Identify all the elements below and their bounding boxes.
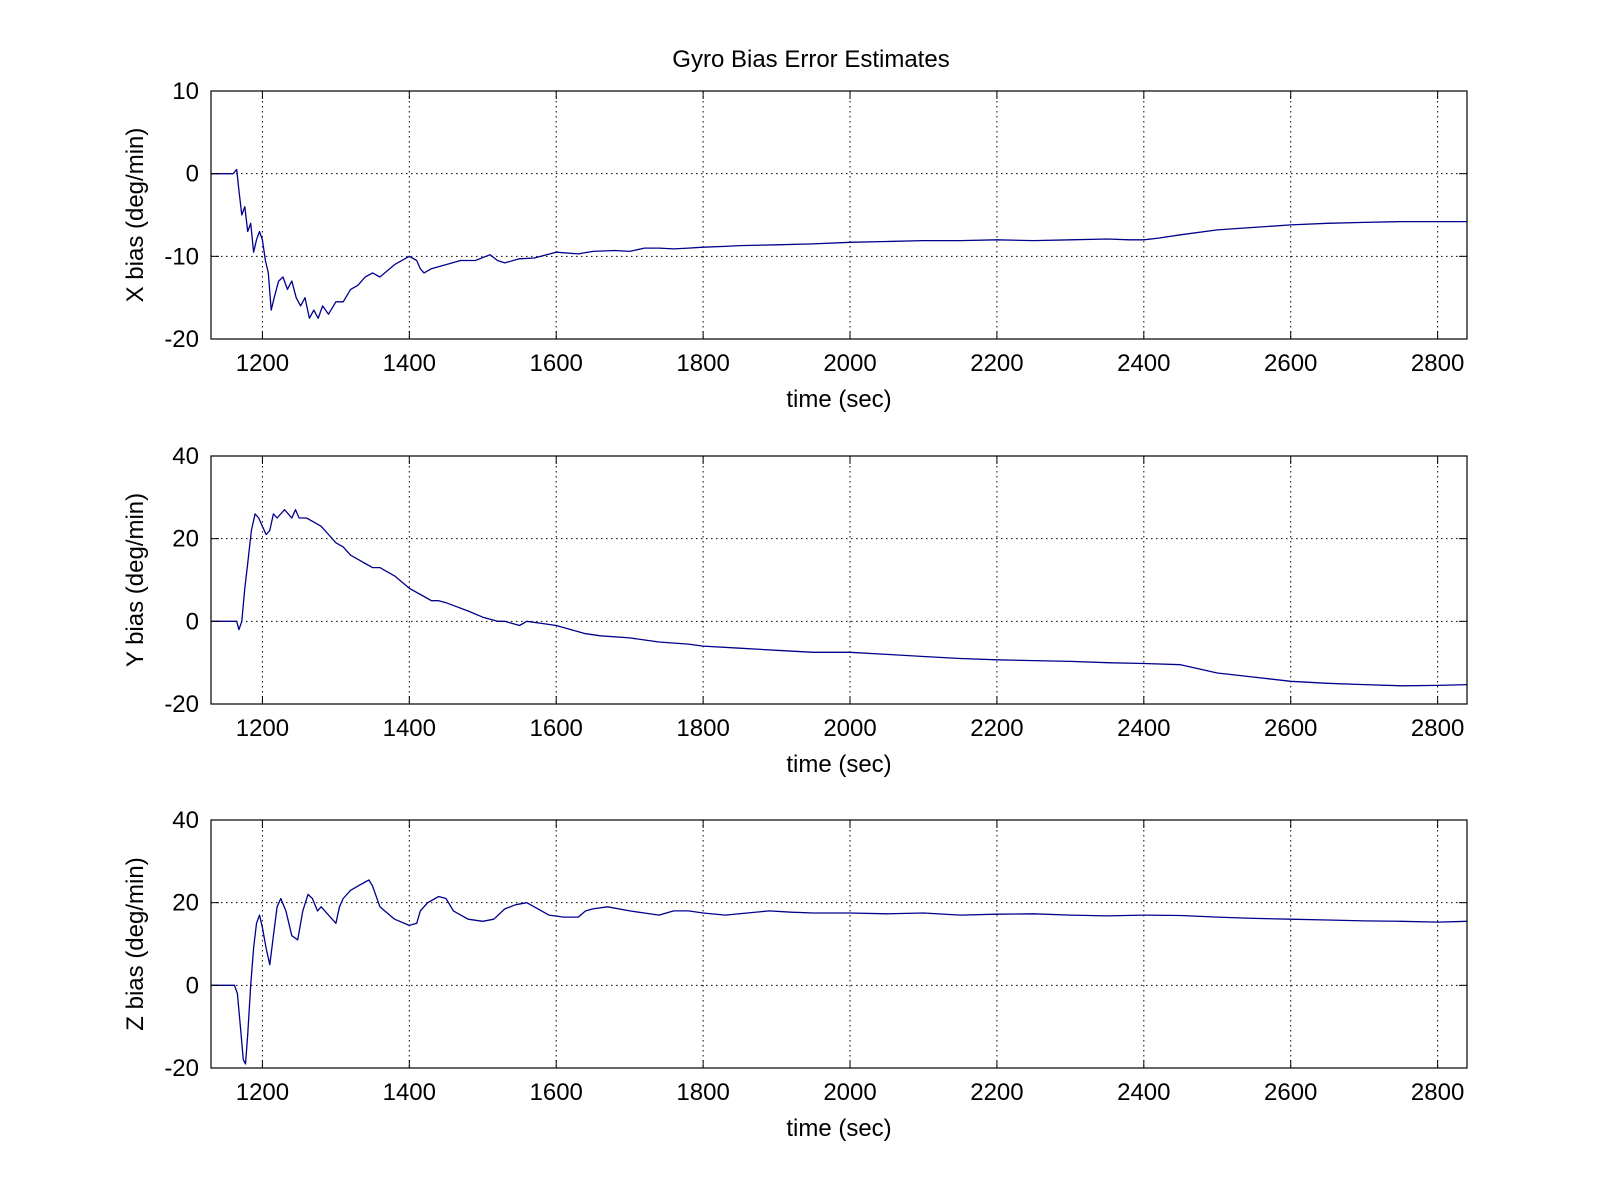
x-bias-series-line bbox=[211, 168, 1467, 319]
z-bias-y-axis-label: Z bias (deg/min) bbox=[122, 857, 149, 1030]
y-bias-y-tick-label: 0 bbox=[186, 608, 199, 635]
z-bias-x-tick-label: 1400 bbox=[383, 1079, 436, 1106]
y-bias-x-tick-label: 1600 bbox=[530, 715, 583, 742]
x-bias-x-tick-label: 2600 bbox=[1264, 350, 1317, 377]
y-bias-x-tick-label: 2600 bbox=[1264, 715, 1317, 742]
y-bias-x-tick-label: 1800 bbox=[676, 715, 729, 742]
z-bias-panel: 1200 1400 1600 1800 2000 2200 2400 2600 2800 -20 0… bbox=[122, 807, 1468, 1142]
x-bias-plot-area bbox=[211, 91, 1467, 339]
y-bias-y-tick-label: 40 bbox=[172, 443, 199, 470]
figure-title: Gyro Bias Error Estimates bbox=[672, 46, 949, 73]
z-bias-y-tick-label: 20 bbox=[172, 890, 199, 917]
z-bias-x-axis-label: time (sec) bbox=[786, 1115, 891, 1142]
z-bias-x-tick-label: 1600 bbox=[530, 1079, 583, 1106]
x-bias-x-tick-label: 1800 bbox=[676, 350, 729, 377]
x-bias-y-tick-label: 0 bbox=[186, 161, 199, 188]
z-bias-series-line bbox=[211, 879, 1468, 1065]
z-bias-axes-frame bbox=[210, 819, 1468, 1069]
x-bias-x-tick-label: 1400 bbox=[383, 350, 436, 377]
z-bias-x-tick-label: 2600 bbox=[1264, 1079, 1317, 1106]
y-bias-y-axis-label: Y bias (deg/min) bbox=[122, 493, 149, 667]
y-bias-x-tick-label: 1400 bbox=[383, 715, 436, 742]
x-bias-y-tick-label: -20 bbox=[164, 326, 199, 353]
y-bias-x-tick-label: 2800 bbox=[1411, 715, 1464, 742]
x-bias-x-tick-label: 2400 bbox=[1117, 350, 1170, 377]
x-bias-x-tick-label: 2200 bbox=[970, 350, 1023, 377]
y-bias-panel: 1200 1400 1600 1800 2000 2200 2400 2600 2800 -20 0… bbox=[122, 443, 1468, 778]
x-bias-y-tick-label: -10 bbox=[164, 243, 199, 270]
y-bias-y-tick-label: 20 bbox=[172, 526, 199, 553]
z-bias-x-tick-label: 1800 bbox=[676, 1079, 729, 1106]
x-bias-panel: 1200 1400 1600 1800 2000 2200 2400 2600 2800 -20 -… bbox=[122, 78, 1468, 413]
x-bias-x-tick-label: 2800 bbox=[1411, 350, 1464, 377]
x-bias-x-tick-label: 1600 bbox=[530, 350, 583, 377]
z-bias-x-tick-label: 2400 bbox=[1117, 1079, 1170, 1106]
y-bias-plot-area bbox=[211, 456, 1467, 704]
x-bias-y-tick-label: 10 bbox=[172, 78, 199, 105]
x-bias-y-axis-label: X bias (deg/min) bbox=[122, 128, 149, 303]
z-bias-x-tick-label: 2000 bbox=[823, 1079, 876, 1106]
z-bias-y-tick-label: -20 bbox=[164, 1055, 199, 1082]
z-bias-x-tick-label: 2800 bbox=[1411, 1079, 1464, 1106]
y-bias-series-line bbox=[211, 509, 1468, 687]
z-bias-y-tick-label: 0 bbox=[186, 972, 199, 999]
y-bias-x-tick-label: 2000 bbox=[823, 715, 876, 742]
y-bias-x-axis-label: time (sec) bbox=[786, 751, 891, 778]
y-bias-x-tick-label: 2200 bbox=[970, 715, 1023, 742]
z-bias-x-tick-label: 2200 bbox=[970, 1079, 1023, 1106]
z-bias-y-tick-label: 40 bbox=[172, 807, 199, 834]
z-bias-plot-area bbox=[211, 820, 1467, 1068]
x-bias-x-tick-label: 1200 bbox=[236, 350, 289, 377]
y-bias-axes-frame bbox=[210, 455, 1468, 705]
x-bias-axes-frame bbox=[210, 90, 1468, 340]
y-bias-x-tick-label: 1200 bbox=[236, 715, 289, 742]
z-bias-x-tick-label: 1200 bbox=[236, 1079, 289, 1106]
y-bias-x-tick-label: 2400 bbox=[1117, 715, 1170, 742]
y-bias-y-tick-label: -20 bbox=[164, 691, 199, 718]
x-bias-x-tick-label: 2000 bbox=[823, 350, 876, 377]
x-bias-x-axis-label: time (sec) bbox=[786, 386, 891, 413]
